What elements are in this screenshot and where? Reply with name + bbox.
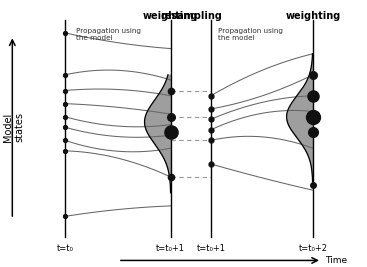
Text: t=t₀: t=t₀ bbox=[57, 244, 73, 253]
Text: Propagation using
the model: Propagation using the model bbox=[218, 28, 283, 41]
Text: weighting: weighting bbox=[143, 11, 199, 21]
Text: Time: Time bbox=[326, 256, 348, 265]
Text: t=t₀+1: t=t₀+1 bbox=[196, 244, 225, 253]
Text: Model
states: Model states bbox=[3, 112, 25, 142]
Text: Propagation using
the model: Propagation using the model bbox=[76, 28, 141, 41]
Text: t=t₀+1: t=t₀+1 bbox=[156, 244, 185, 253]
Text: t=t₀+2: t=t₀+2 bbox=[298, 244, 327, 253]
Text: weighting: weighting bbox=[285, 11, 341, 21]
Text: resampling: resampling bbox=[160, 11, 222, 21]
